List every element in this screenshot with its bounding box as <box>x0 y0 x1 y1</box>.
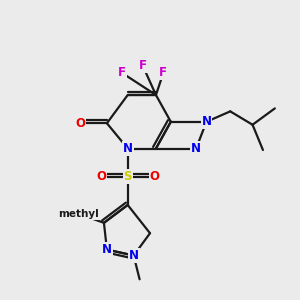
Text: N: N <box>202 115 212 128</box>
Text: O: O <box>75 117 85 130</box>
Text: N: N <box>191 142 201 155</box>
Text: methyl: methyl <box>58 209 99 219</box>
Text: N: N <box>129 249 139 262</box>
Text: N: N <box>123 142 133 155</box>
Text: S: S <box>124 170 132 183</box>
Text: N: N <box>102 243 112 256</box>
Text: F: F <box>118 66 126 79</box>
Text: F: F <box>139 59 147 72</box>
Text: F: F <box>159 66 167 79</box>
Text: O: O <box>96 170 106 183</box>
Text: O: O <box>149 170 160 183</box>
